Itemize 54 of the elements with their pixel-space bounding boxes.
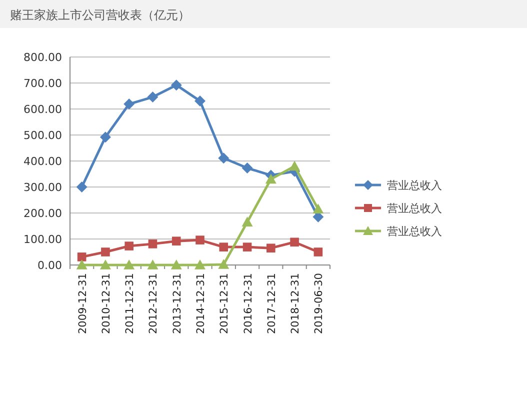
y-tick-label: 600.00 xyxy=(24,103,62,116)
point xyxy=(265,174,276,184)
point xyxy=(148,240,158,248)
point xyxy=(290,238,299,247)
point xyxy=(147,92,158,103)
y-tick-label: 400.00 xyxy=(24,155,62,168)
x-tick-label: 2011-12-31 xyxy=(124,273,136,334)
point xyxy=(196,236,204,244)
point xyxy=(124,260,135,270)
legend-label: 营业总收入 xyxy=(387,202,442,215)
point xyxy=(218,258,230,269)
point xyxy=(124,242,134,250)
y-tick-label: 500.00 xyxy=(24,129,62,142)
y-tick-label: 200.00 xyxy=(24,207,62,220)
x-tick-label: 2012-12-31 xyxy=(148,273,160,334)
point xyxy=(76,182,88,192)
point xyxy=(194,95,206,106)
x-tick-label: 2018-12-31 xyxy=(290,273,302,334)
y-tick-label: 700.00 xyxy=(24,77,62,90)
legend-label: 营业总收入 xyxy=(387,179,442,192)
y-tick-label: 800.00 xyxy=(24,51,62,64)
point xyxy=(289,160,300,171)
chart-title: 赌王家族上市公司营收表（亿元） xyxy=(10,8,190,22)
x-tick-label: 2015-12-31 xyxy=(218,273,231,334)
point xyxy=(170,260,182,270)
point xyxy=(312,204,324,214)
point xyxy=(219,242,228,252)
x-tick-label: 2009-12-31 xyxy=(76,273,89,334)
point xyxy=(101,248,110,256)
point xyxy=(242,162,253,174)
point xyxy=(76,260,88,270)
point xyxy=(170,80,182,91)
y-tick-label: 300.00 xyxy=(24,181,62,194)
point xyxy=(100,260,111,270)
point xyxy=(266,244,276,252)
y-tick-label: 0.00 xyxy=(38,259,62,272)
x-tick-label: 2019-06-30 xyxy=(313,273,326,334)
point xyxy=(172,236,181,246)
point xyxy=(242,242,252,252)
x-tick-label: 2013-12-31 xyxy=(171,273,184,334)
legend-label: 营业总收入 xyxy=(387,225,442,238)
point xyxy=(218,152,230,164)
point xyxy=(194,260,206,270)
x-tick-label: 2016-12-31 xyxy=(242,273,254,334)
point xyxy=(77,252,86,262)
x-tick-label: 2014-12-31 xyxy=(195,273,207,334)
y-tick-label: 100.00 xyxy=(24,233,62,246)
point xyxy=(100,132,111,143)
x-tick-label: 2010-12-31 xyxy=(100,273,112,334)
x-tick-label: 2017-12-31 xyxy=(266,273,278,334)
point xyxy=(242,216,253,226)
point xyxy=(147,260,158,270)
point xyxy=(314,248,323,256)
point xyxy=(124,98,135,110)
